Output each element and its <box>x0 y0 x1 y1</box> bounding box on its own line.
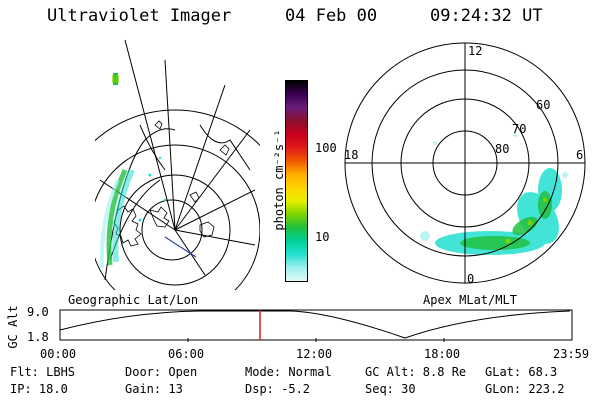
info-glat: GLat: 68.3 <box>485 365 558 379</box>
geographic-map-panel <box>95 39 260 290</box>
timeline-x-tick-1200: 12:00 <box>296 347 333 361</box>
instrument-title: Ultraviolet Imager <box>47 6 232 26</box>
colorbar-tick-10: 10 <box>315 230 330 244</box>
timeline-y-tick-bottom: 1.8 <box>27 330 49 344</box>
info-door: Door: Open <box>125 365 198 379</box>
info-mode: Mode: Normal <box>245 365 332 379</box>
mlt-label-12: 12 <box>468 44 482 58</box>
mlt-label-0: 0 <box>467 272 474 286</box>
image-time: 09:24:32 UT <box>430 6 543 26</box>
info-ip: IP: 18.0 <box>10 382 68 396</box>
mlt-label-18: 18 <box>344 148 358 162</box>
mlat-label-80: 80 <box>495 142 509 156</box>
polar-mlt-panel: 12 18 6 0 60 70 80 <box>344 42 586 286</box>
orbit-altitude-timeline <box>59 309 573 342</box>
colorbar <box>285 80 308 282</box>
info-seq: Seq: 30 <box>365 382 416 396</box>
timeline-x-tick-0600: 06:00 <box>168 347 205 361</box>
colorbar-gradient <box>286 81 307 281</box>
timeline-x-tick-1800: 18:00 <box>424 347 461 361</box>
info-filter: Flt: LBHS <box>10 365 76 379</box>
colorbar-tick-100: 100 <box>315 141 337 155</box>
colorbar-unit-label: photon cm⁻²s⁻¹ <box>272 129 286 231</box>
info-glon: GLon: 223.2 <box>485 382 565 396</box>
mlat-label-70: 70 <box>512 122 526 136</box>
polar-panel-label: Apex MLat/MLT <box>423 293 517 307</box>
mlat-label-60: 60 <box>536 98 550 112</box>
info-dsp: Dsp: -5.2 <box>245 382 311 396</box>
image-date: 04 Feb 00 <box>285 6 378 26</box>
info-gc-alt: GC Alt: 8.8 Re <box>365 365 467 379</box>
timeline-y-tick-top: 9.0 <box>27 305 49 319</box>
mlt-label-6: 6 <box>576 148 583 162</box>
timeline-x-tick-0000: 00:00 <box>40 347 77 361</box>
geographic-panel-label: Geographic Lat/Lon <box>68 293 199 307</box>
timeline-x-tick-2359: 23:59 <box>553 347 590 361</box>
info-gain: Gain: 13 <box>125 382 183 396</box>
